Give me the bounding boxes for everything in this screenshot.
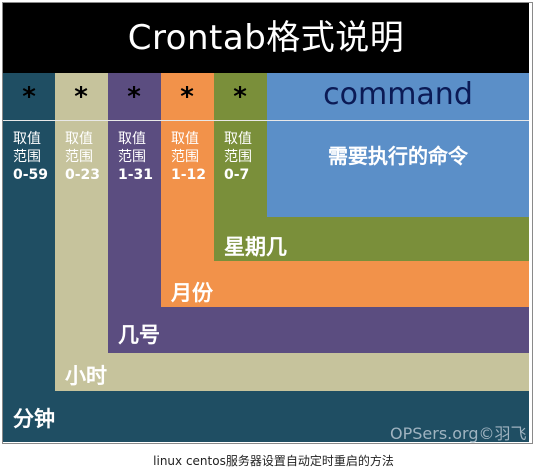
range-value: 0-7 — [224, 167, 250, 183]
range-value: 1-12 — [171, 167, 207, 183]
range-value: 1-31 — [118, 167, 154, 183]
image-caption: linux centos服务器设置自动定时重启的方法 — [153, 454, 394, 468]
month-label: 月份 — [171, 281, 213, 305]
day-label: 几号 — [118, 323, 160, 347]
title-bar: Crontab格式说明 — [3, 3, 529, 73]
watermark: OPSers.org©羽飞 — [390, 424, 527, 443]
diagram-title: Crontab格式说明 — [127, 18, 405, 58]
weekday-label: 星期几 — [224, 235, 287, 259]
minute-range: 取值范围 0-59 — [3, 130, 55, 184]
range-label: 取值范围 — [13, 131, 41, 165]
range-label: 取值范围 — [171, 131, 199, 165]
hour-label: 小时 — [65, 364, 107, 388]
range-value: 0-59 — [13, 167, 49, 183]
header-divider — [3, 120, 529, 121]
range-label: 取值范围 — [224, 131, 252, 165]
minute-asterisk: * — [22, 82, 36, 112]
hour-range: 取值范围 0-23 — [55, 130, 107, 184]
month-range: 取值范围 1-12 — [161, 130, 213, 184]
month-asterisk: * — [180, 82, 194, 112]
weekday-range: 取值范围 0-7 — [214, 130, 266, 184]
command-keyword: command — [323, 77, 473, 112]
command-block — [267, 73, 529, 217]
range-label: 取值范围 — [65, 131, 93, 165]
minute-label: 分钟 — [13, 407, 55, 431]
day-range: 取值范围 1-31 — [108, 130, 160, 184]
range-value: 0-23 — [65, 167, 101, 183]
command-description: 需要执行的命令 — [328, 144, 468, 168]
hour-asterisk: * — [74, 82, 88, 112]
weekday-asterisk: * — [233, 82, 247, 112]
day-asterisk: * — [127, 82, 141, 112]
range-label: 取值范围 — [118, 131, 146, 165]
